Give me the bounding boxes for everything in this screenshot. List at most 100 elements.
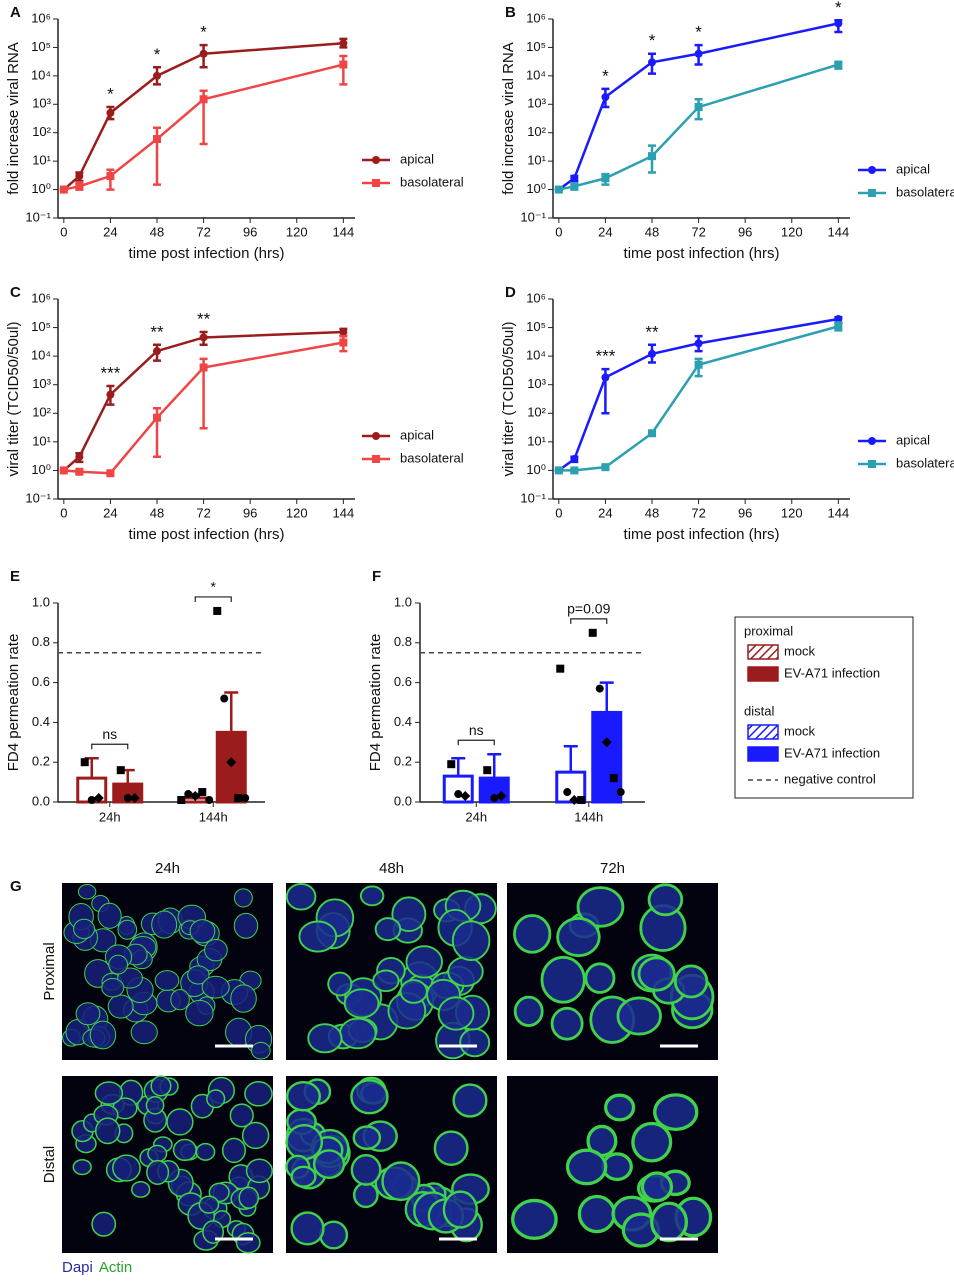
x-tick-label: 24 xyxy=(598,505,612,520)
significance-label: * xyxy=(200,23,207,42)
error-bar xyxy=(487,752,502,779)
cell xyxy=(238,1186,260,1209)
legend-label: mock xyxy=(784,723,816,738)
data-point xyxy=(153,347,161,356)
cell xyxy=(290,1211,325,1246)
cell xyxy=(343,988,380,1019)
data-point xyxy=(834,314,843,323)
cell xyxy=(233,888,253,908)
cell xyxy=(433,1130,469,1167)
row-label: Distal xyxy=(41,1146,58,1184)
cell xyxy=(117,919,138,940)
y-tick-label: 10⁻¹ xyxy=(25,490,51,505)
data-point xyxy=(234,794,243,803)
data-point xyxy=(496,791,507,802)
cell xyxy=(577,1194,617,1234)
x-axis-label: time post infection (hrs) xyxy=(129,245,285,262)
data-point xyxy=(226,757,237,768)
y-tick-label: 10² xyxy=(527,405,546,420)
cell xyxy=(195,1142,216,1161)
y-tick-label: 10⁻¹ xyxy=(520,209,546,224)
y-tick-label: 10⁰ xyxy=(31,181,51,196)
y-tick-label: 10¹ xyxy=(527,153,546,168)
cell xyxy=(245,1158,273,1184)
x-tick-label: 144 xyxy=(333,505,355,520)
data-point xyxy=(483,766,492,775)
data-point xyxy=(648,349,656,358)
x-tick-label: 24 xyxy=(103,505,117,520)
legend-title: distal xyxy=(744,703,774,718)
cell xyxy=(513,914,552,954)
data-point xyxy=(75,452,84,461)
data-point xyxy=(59,466,68,475)
y-tick-label: 10⁰ xyxy=(31,462,51,477)
cell xyxy=(647,883,684,917)
cell xyxy=(151,910,178,939)
y-tick-label: 10⁴ xyxy=(526,348,546,363)
y-axis-label: viral titer (TCID50/50ul) xyxy=(5,321,22,476)
cell xyxy=(94,1117,121,1145)
cell xyxy=(447,956,484,987)
y-tick-label: 0.0 xyxy=(32,793,50,808)
cell xyxy=(603,1093,636,1122)
data-point xyxy=(616,788,625,797)
cell xyxy=(201,975,230,999)
cell xyxy=(150,1075,172,1097)
legend-label: apical xyxy=(400,151,434,166)
significance-label: * xyxy=(835,0,842,17)
legend-marker xyxy=(868,437,876,445)
cell xyxy=(285,1080,321,1112)
cell xyxy=(154,970,180,991)
data-point xyxy=(184,790,193,799)
data-point xyxy=(129,793,140,804)
significance-label: ** xyxy=(150,322,164,341)
cell xyxy=(107,994,134,1019)
x-tick-label: 24 xyxy=(103,224,117,239)
cell xyxy=(584,962,616,994)
data-point xyxy=(339,327,348,336)
data-point xyxy=(563,788,572,797)
column-label: 24h xyxy=(155,860,180,877)
panel-label: D xyxy=(505,284,516,301)
legend-swatch xyxy=(747,644,779,660)
cell xyxy=(235,1232,261,1254)
cell xyxy=(204,938,228,962)
data-point xyxy=(577,796,586,805)
legend-label: negative control xyxy=(784,771,876,786)
y-tick-label: 10² xyxy=(527,124,546,139)
cell xyxy=(550,1006,584,1041)
significance-label: p=0.09 xyxy=(567,601,610,617)
y-tick-label: 10² xyxy=(32,405,51,420)
x-tick-label: 72 xyxy=(196,224,210,239)
legend-label: basolateral xyxy=(896,455,954,470)
data-point xyxy=(153,413,161,422)
x-tick-label: 0 xyxy=(555,505,562,520)
cell xyxy=(540,955,586,1004)
cell xyxy=(338,1017,377,1050)
y-tick-label: 10² xyxy=(32,124,51,139)
cell xyxy=(285,1123,324,1161)
data-point xyxy=(834,19,843,28)
x-tick-label: 120 xyxy=(781,505,803,520)
cell xyxy=(653,1093,699,1131)
y-tick-label: 0.6 xyxy=(32,674,50,689)
cell xyxy=(94,1081,124,1105)
column-label: 72h xyxy=(600,860,625,877)
cell xyxy=(359,885,385,907)
cell xyxy=(221,1137,247,1164)
data-point xyxy=(570,174,579,183)
data-point xyxy=(595,684,604,693)
y-tick-label: 0.0 xyxy=(394,793,412,808)
cell xyxy=(108,954,128,975)
cell xyxy=(576,886,625,928)
panel-label: C xyxy=(10,284,21,301)
data-point xyxy=(87,796,96,805)
cell xyxy=(459,1027,491,1058)
x-tick-label: 72 xyxy=(691,505,705,520)
y-axis-label: FD4 permeation rate xyxy=(5,634,22,772)
data-point xyxy=(199,333,208,342)
cell xyxy=(185,999,214,1027)
significance-label: * xyxy=(649,31,656,50)
cell xyxy=(229,1103,254,1128)
x-tick-label: 120 xyxy=(286,224,308,239)
